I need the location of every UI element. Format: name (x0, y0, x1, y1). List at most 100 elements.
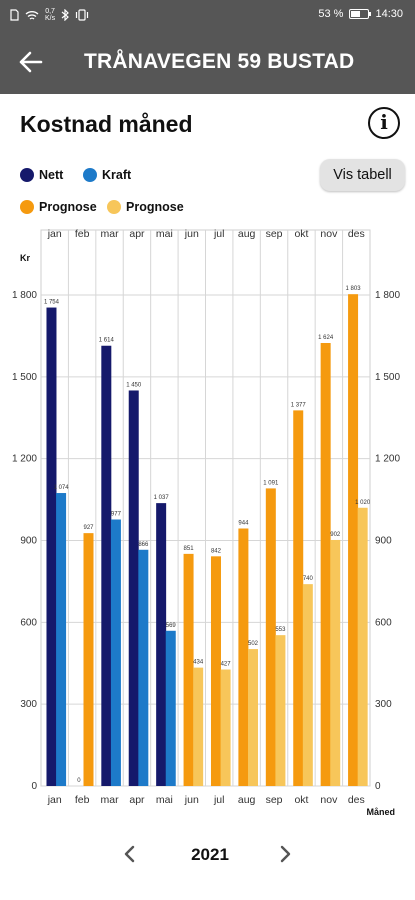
data-label: 1 624 (318, 335, 334, 341)
vibrate-icon (76, 9, 89, 21)
x-tick-label-top: okt (294, 228, 308, 240)
previous-year-button[interactable] (118, 842, 142, 866)
year-pager: 2021 (0, 840, 415, 870)
legend-label-prognose-kraft: Prognose (39, 200, 97, 214)
y-tick-label-left: 600 (20, 617, 37, 628)
back-button[interactable] (16, 48, 46, 76)
data-label: 1 803 (346, 286, 362, 292)
x-tick-label-top: apr (129, 228, 145, 240)
data-label: 1 377 (291, 402, 307, 408)
bar-mai-0 (156, 503, 167, 786)
y-tick-label-left: 1 500 (12, 372, 37, 383)
info-button[interactable]: i (368, 107, 400, 139)
x-tick-label-bottom: apr (129, 794, 145, 806)
info-circle-icon: i (380, 110, 388, 134)
x-tick-label-top: aug (238, 228, 256, 240)
data-label: 1 037 (154, 495, 170, 501)
x-tick-label-bottom: mar (100, 794, 119, 806)
data-label: 842 (211, 548, 222, 554)
legend-swatch-kraft (83, 168, 97, 182)
x-tick-label-bottom: jan (47, 794, 62, 806)
data-label: 1 074 (54, 485, 70, 491)
status-bar: 0,7 K/s 53 % 14:30 (0, 0, 415, 30)
sim-card-icon (10, 9, 19, 21)
data-label: 944 (238, 520, 249, 526)
data-label: 1 020 (355, 500, 371, 506)
year-label: 2021 (191, 845, 229, 864)
y-tick-label-left: 900 (20, 536, 37, 547)
data-label: 1 450 (126, 382, 142, 388)
bar-mai-1 (165, 630, 176, 786)
bar-des-2 (348, 294, 359, 786)
x-tick-label-top: mar (100, 228, 119, 240)
y-tick-label-right: 1 200 (375, 454, 400, 465)
arrow-left-icon (19, 51, 43, 73)
bar-jul-2 (210, 556, 221, 786)
x-tick-label-bottom: jul (213, 794, 225, 806)
bar-apr-1 (138, 549, 149, 786)
y-tick-label-right: 1 800 (375, 290, 400, 301)
data-label: 569 (166, 623, 177, 629)
y-tick-label-left: 1 800 (12, 290, 37, 301)
x-tick-label-top: jun (184, 228, 199, 240)
data-label: 502 (248, 641, 259, 647)
status-icons-right: 53 % 14:30 (318, 8, 403, 20)
x-tick-label-bottom: nov (320, 794, 338, 806)
wifi-icon (25, 10, 39, 20)
chevron-right-icon (280, 845, 291, 863)
chevron-left-icon (124, 845, 135, 863)
x-tick-label-top: jan (47, 228, 62, 240)
legend-label-kraft: Kraft (102, 168, 132, 182)
x-tick-label-top: nov (320, 228, 338, 240)
legend-item-prognose-kraft: Prognose (20, 200, 97, 214)
x-tick-label-top: jul (213, 228, 225, 240)
bar-jul-3 (220, 669, 231, 786)
bar-jan-0 (46, 307, 57, 786)
y-tick-label-right: 600 (375, 617, 392, 628)
x-tick-label-bottom: sep (266, 794, 283, 806)
legend-item-nett: Nett (20, 168, 63, 182)
legend-swatch-prognose-nett (107, 200, 121, 214)
vis-tabell-button[interactable]: Vis tabell (320, 159, 405, 191)
bar-aug-2 (238, 528, 249, 786)
y-axis-title: Kr (20, 253, 30, 263)
x-tick-label-top: des (348, 228, 365, 240)
bar-jun-3 (193, 667, 204, 786)
bluetooth-icon (61, 9, 70, 21)
data-label: 1 754 (44, 300, 60, 306)
y-tick-label-left: 300 (20, 699, 37, 710)
legend-item-prognose-nett: Prognose (107, 200, 184, 214)
x-tick-label-bottom: aug (238, 794, 256, 806)
x-tick-label-bottom: jun (184, 794, 199, 806)
data-label: 1 614 (99, 338, 115, 344)
data-label: 851 (184, 546, 195, 552)
x-tick-label-bottom: mai (156, 794, 173, 806)
x-tick-label-top: sep (266, 228, 283, 240)
y-tick-label-left: 1 200 (12, 454, 37, 465)
bar-nov-3 (330, 539, 341, 786)
battery-level (351, 11, 360, 17)
y-tick-label-right: 900 (375, 536, 392, 547)
bar-jun-2 (183, 553, 194, 786)
data-label: 927 (83, 525, 94, 531)
app-bar: TRÅNAVEGEN 59 BUSTAD (0, 30, 415, 94)
bar-feb-2 (83, 533, 94, 786)
legend-label-prognose-nett: Prognose (126, 200, 184, 214)
y-tick-label-left: 0 (31, 781, 37, 792)
page-title: Kostnad måned (20, 111, 193, 137)
network-speed-value: 0,7 (45, 8, 55, 15)
x-tick-label-top: mai (156, 228, 173, 240)
x-tick-label-top: feb (75, 228, 90, 240)
bar-okt-2 (293, 410, 304, 786)
bar-okt-3 (302, 584, 313, 786)
bar-apr-0 (128, 390, 139, 786)
battery-icon (349, 9, 372, 19)
next-year-button[interactable] (273, 842, 297, 866)
bar-nov-2 (320, 343, 331, 786)
data-label: 977 (111, 511, 122, 517)
legend-item-kraft: Kraft (83, 168, 131, 182)
x-tick-label-bottom: okt (294, 794, 308, 806)
x-axis-title: Måned (366, 807, 395, 817)
data-label: 434 (193, 660, 204, 666)
legend-swatch-prognose-kraft (20, 200, 34, 214)
